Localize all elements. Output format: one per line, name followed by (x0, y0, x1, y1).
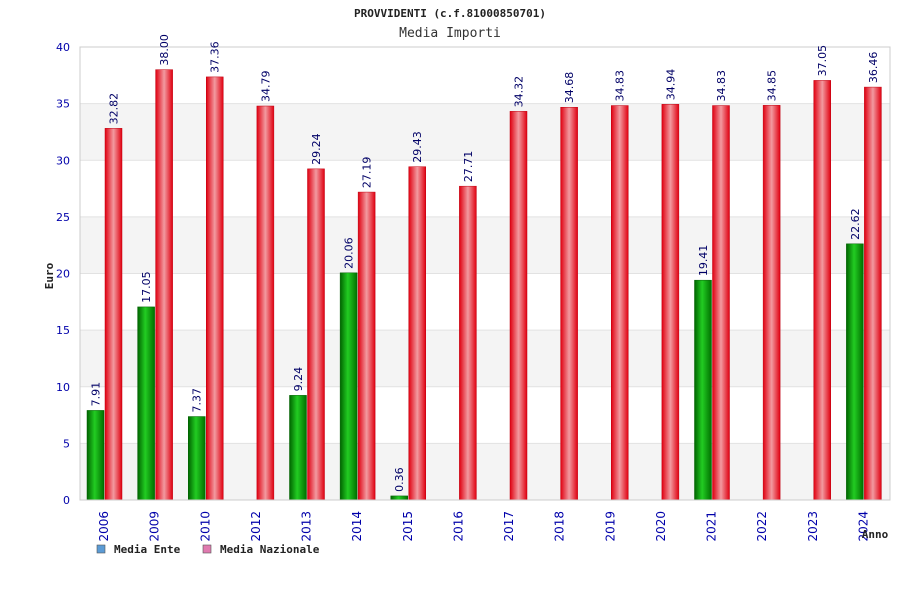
data-label: 9.24 (292, 367, 305, 392)
bar-media-nazionale (661, 104, 680, 501)
data-label: 29.24 (310, 133, 323, 165)
data-label: 34.85 (766, 70, 779, 102)
x-tick-label: 2006 (97, 511, 111, 542)
bar-media-nazionale (104, 128, 123, 501)
chart-title: PROVVIDENTI (c.f.81000850701) (354, 7, 546, 20)
data-label: 17.05 (140, 271, 153, 303)
x-tick-label: 2021 (705, 511, 719, 542)
bar-media-nazionale (256, 105, 275, 501)
data-label: 38.00 (158, 34, 171, 66)
legend: Media Ente Media Nazionale (96, 543, 320, 556)
x-tick-label: 2024 (856, 511, 870, 542)
bar-media-nazionale (459, 185, 477, 501)
labels-layer: 7.91 32.82 17.05 38.00 7.37 37.36 34.79 9.24 29.… (90, 34, 880, 492)
data-label: 29.43 (411, 131, 424, 163)
data-label: 27.19 (361, 157, 374, 189)
x-tick-label: 2013 (300, 511, 314, 542)
chart-subtitle: Media Importi (399, 26, 501, 41)
bar-media-nazionale (762, 105, 781, 501)
x-tick-label: 2022 (755, 511, 769, 542)
bar-media-nazionale (611, 105, 629, 501)
bar-media-ente (339, 272, 358, 501)
axes-layer: 0 5 10 15 20 25 30 35 40 2006 2009 2010 2012 2013 2014… (56, 41, 891, 542)
bar-media-nazionale (155, 69, 173, 501)
legend-label-media-ente: Media Ente (114, 543, 181, 556)
data-label: 19.41 (697, 245, 710, 277)
plot-border (79, 46, 891, 501)
bar-media-nazionale (206, 76, 224, 501)
x-tick-label: 2010 (198, 511, 212, 542)
data-label: 34.83 (614, 70, 627, 102)
y-tick-label: 0 (63, 494, 70, 507)
y-tick-label: 5 (63, 437, 70, 450)
x-tick-label: 2023 (806, 511, 820, 542)
legend-swatch-media-ente (96, 544, 106, 554)
y-tick-label: 30 (56, 154, 70, 167)
y-tick-label: 40 (56, 41, 70, 54)
data-label: 37.36 (209, 41, 222, 73)
bar-media-ente (137, 306, 155, 501)
data-label: 34.32 (513, 76, 526, 108)
bar-media-nazionale (357, 191, 376, 501)
y-tick-label: 15 (56, 324, 70, 337)
data-label: 34.83 (715, 70, 728, 102)
data-label: 32.82 (108, 93, 121, 125)
legend-swatch-media-nazionale (202, 544, 212, 554)
data-label: 36.46 (867, 52, 880, 84)
y-tick-label: 35 (56, 98, 70, 111)
y-tick-label: 10 (56, 381, 70, 394)
x-tick-label: 2018 (553, 511, 567, 542)
legend-label-media-nazionale: Media Nazionale (220, 543, 320, 556)
x-axis-label: Anno (862, 528, 889, 541)
legend-item-media-nazionale: Media Nazionale (202, 543, 320, 556)
data-label: 27.71 (462, 151, 475, 183)
x-tick-label: 2020 (654, 511, 668, 542)
x-tick-label: 2017 (502, 511, 516, 542)
bar-media-nazionale (864, 86, 882, 501)
bars-layer (86, 69, 882, 501)
data-label: 0.36 (393, 467, 406, 492)
x-tick-label: 2012 (249, 511, 263, 542)
bar-media-nazionale (509, 111, 528, 501)
data-label: 34.94 (664, 69, 677, 101)
data-label: 7.91 (90, 382, 103, 407)
bar-media-ente (188, 416, 206, 501)
x-tick-label: 2014 (350, 511, 364, 542)
bar-media-nazionale (813, 80, 831, 501)
data-label: 34.79 (259, 71, 272, 103)
bar-media-ente (390, 495, 408, 501)
bar-media-ente (289, 395, 307, 501)
y-tick-label: 25 (56, 211, 70, 224)
x-tick-label: 2009 (148, 511, 162, 542)
bar-media-nazionale (712, 105, 730, 501)
data-label: 34.68 (563, 72, 576, 104)
data-label: 37.05 (816, 45, 829, 77)
x-tick-label: 2019 (603, 511, 617, 542)
bar-media-ente (86, 410, 105, 501)
data-label: 22.62 (849, 208, 862, 240)
bar-media-ente (694, 279, 712, 501)
data-label: 7.37 (191, 388, 204, 413)
y-tick-label: 20 (56, 268, 70, 281)
x-tick-label: 2015 (401, 511, 415, 542)
bar-media-nazionale (408, 166, 426, 501)
bar-media-ente (846, 243, 864, 501)
x-tick-label: 2016 (451, 511, 465, 542)
legend-item-media-ente: Media Ente (96, 543, 181, 556)
bar-media-nazionale (307, 168, 325, 501)
data-label: 20.06 (343, 237, 356, 269)
y-axis-label: Euro (43, 262, 56, 289)
bar-media-nazionale (560, 106, 578, 501)
